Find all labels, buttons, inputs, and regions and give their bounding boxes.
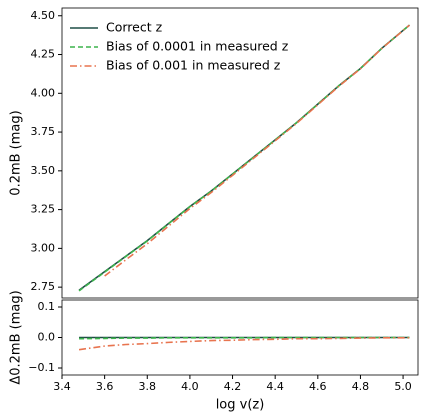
y-tick-label: 4.50 [31, 9, 56, 22]
x-tick-label: 4.0 [181, 380, 199, 393]
x-tick-label: 5.0 [394, 380, 412, 393]
x-tick-label: 3.8 [139, 380, 157, 393]
x-tick-label: 4.4 [266, 380, 284, 393]
y-axis-label: 0.2mB (mag) [9, 110, 24, 195]
y-tick-label: 3.00 [31, 241, 56, 254]
y-tick-label: 4.00 [31, 86, 56, 99]
y-tick-label: 2.75 [31, 280, 56, 293]
y-tick-label: 0.1 [38, 300, 56, 313]
y-tick-label: 3.75 [31, 125, 56, 138]
legend-label: Bias of 0.0001 in measured z [106, 39, 289, 54]
x-tick-label: 4.6 [309, 380, 327, 393]
series-line [79, 336, 410, 340]
y-tick-label: 3.50 [31, 164, 56, 177]
plot-frame [61, 7, 419, 299]
x-axis-label: log v(z) [216, 398, 265, 413]
x-tick-label: 4.2 [224, 380, 242, 393]
y-tick-label: 0.0 [38, 331, 56, 344]
x-tick-label: 3.4 [53, 380, 71, 393]
legend-label: Correct z [106, 20, 163, 35]
x-tick-label: 3.6 [96, 380, 114, 393]
legend-label: Bias of 0.001 in measured z [106, 58, 281, 73]
y-tick-label: −0.1 [28, 361, 55, 374]
y-tick-label: 4.25 [31, 48, 56, 61]
y-axis-label: Δ0.2mB (mag) [9, 290, 24, 384]
y-tick-label: 3.25 [31, 203, 56, 216]
series-line [104, 24, 410, 277]
series-line [78, 337, 410, 351]
x-tick-label: 4.8 [352, 380, 370, 393]
